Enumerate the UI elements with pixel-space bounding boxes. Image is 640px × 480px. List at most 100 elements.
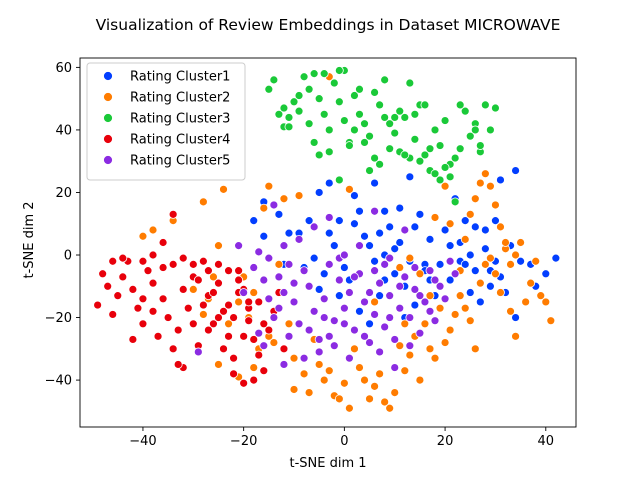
data-point-cluster5-1 — [234, 241, 244, 251]
data-point-cluster5-40 — [445, 256, 455, 266]
y-tick-label-2: 0 — [64, 249, 72, 264]
data-point-cluster2-68 — [536, 291, 546, 301]
data-point-cluster3-9 — [309, 69, 319, 79]
data-point-cluster2-49 — [440, 338, 450, 347]
legend-label-4: Rating Cluster4 — [130, 133, 230, 148]
data-point-cluster3-45 — [491, 103, 500, 113]
data-point-cluster5-33 — [410, 285, 420, 294]
data-point-cluster2-70 — [546, 316, 556, 326]
data-point-cluster3-38 — [455, 144, 465, 154]
data-point-cluster3-22 — [375, 100, 385, 110]
x-axis: −40 −20 0 20 40 — [129, 427, 554, 449]
data-point-cluster5-51 — [390, 363, 400, 372]
data-point-cluster5-65 — [279, 241, 289, 251]
data-point-cluster1-67 — [370, 178, 379, 188]
data-point-cluster2-88 — [405, 253, 415, 263]
data-point-cluster5-68 — [324, 213, 334, 222]
legend-label-1: Rating Cluster1 — [130, 70, 230, 85]
data-point-cluster5-18 — [334, 275, 344, 285]
data-point-cluster2-59 — [491, 269, 500, 279]
data-point-cluster3-55 — [420, 100, 430, 110]
data-point-cluster2-63 — [511, 331, 520, 341]
data-point-cluster5-19 — [339, 303, 349, 313]
data-point-cluster4-56 — [173, 360, 183, 369]
data-point-cluster3-17 — [350, 91, 359, 100]
data-point-cluster1-80 — [355, 306, 364, 316]
data-point-cluster5-43 — [264, 253, 274, 263]
data-point-cluster2-35 — [370, 381, 379, 391]
data-point-cluster5-8 — [284, 331, 294, 341]
data-point-cluster4-25 — [219, 306, 228, 316]
data-point-cluster5-70 — [355, 241, 364, 251]
data-point-cluster3-76 — [455, 100, 465, 110]
data-point-cluster5-69 — [339, 250, 349, 260]
data-point-cluster2-39 — [390, 388, 400, 398]
data-point-cluster2-101 — [370, 297, 379, 307]
data-point-cluster3-54 — [405, 78, 415, 88]
data-point-cluster5-73 — [400, 225, 410, 235]
data-point-cluster3-29 — [410, 134, 420, 144]
data-point-cluster2-83 — [506, 259, 515, 269]
data-point-cluster4-42 — [168, 344, 178, 354]
data-point-cluster1-10 — [324, 228, 334, 238]
data-point-cluster2-56 — [475, 278, 485, 288]
data-point-cluster1-78 — [511, 313, 520, 322]
data-point-cluster4-16 — [173, 325, 183, 335]
data-point-cluster3-69 — [304, 119, 314, 129]
data-point-cluster3-70 — [314, 150, 324, 160]
legend-label-5: Rating Cluster5 — [130, 154, 230, 169]
data-point-cluster2-80 — [491, 200, 500, 210]
data-point-cluster3-67 — [425, 144, 435, 154]
x-tick-label-1: −20 — [230, 434, 257, 449]
legend-marker-3 — [103, 113, 113, 123]
data-point-cluster2-29 — [339, 378, 349, 388]
data-point-cluster1-3 — [284, 228, 294, 238]
data-point-cluster5-48 — [345, 353, 354, 363]
data-point-cluster4-30 — [244, 316, 254, 326]
data-point-cluster2-19 — [289, 353, 299, 363]
data-point-cluster1-25 — [385, 222, 395, 232]
data-point-cluster3-57 — [445, 172, 455, 182]
data-point-cluster5-78 — [370, 266, 379, 276]
data-point-cluster2-78 — [480, 169, 490, 179]
data-point-cluster5-46 — [314, 347, 324, 357]
data-point-cluster1-27 — [395, 203, 405, 213]
data-point-cluster2-57 — [480, 259, 490, 269]
data-point-cluster1-51 — [480, 244, 490, 254]
data-point-cluster5-67 — [309, 222, 319, 232]
plot-frame — [79, 57, 577, 428]
data-point-cluster3-7 — [299, 72, 309, 82]
data-point-cluster2-42 — [405, 350, 415, 360]
data-point-cluster3-15 — [339, 116, 349, 125]
data-point-cluster1-59 — [516, 256, 526, 266]
data-point-cluster2-47 — [430, 353, 440, 363]
data-point-cluster2-52 — [455, 291, 465, 301]
data-point-cluster5-2 — [254, 247, 264, 257]
data-point-cluster3-1 — [269, 75, 279, 85]
data-point-cluster5-11 — [299, 266, 309, 276]
data-point-cluster1-39 — [440, 225, 450, 235]
data-point-cluster2-38 — [385, 403, 395, 413]
data-point-cluster4-17 — [178, 285, 188, 294]
data-point-cluster3-68 — [430, 169, 440, 179]
data-point-cluster2-76 — [470, 194, 480, 204]
data-point-cluster4-32 — [254, 350, 264, 360]
legend-marker-4 — [103, 134, 113, 144]
data-point-cluster3-40 — [465, 131, 475, 141]
data-point-cluster5-36 — [425, 266, 435, 276]
data-point-cluster4-34 — [264, 325, 274, 335]
data-point-cluster4-52 — [118, 253, 128, 263]
y-axis: −40 −20 0 20 40 60 — [45, 61, 80, 389]
data-point-cluster1-70 — [410, 300, 420, 310]
data-point-cluster4-59 — [214, 259, 223, 269]
data-point-cluster5-31 — [400, 272, 410, 282]
data-point-cluster4-57 — [193, 275, 203, 285]
data-point-cluster3-75 — [440, 163, 450, 172]
data-point-cluster1-26 — [390, 269, 400, 279]
data-point-cluster5-39 — [440, 294, 450, 304]
data-point-cluster4-53 — [108, 256, 118, 266]
data-point-cluster2-25 — [319, 375, 329, 385]
data-point-cluster3-49 — [334, 175, 344, 185]
data-point-cluster5-41 — [450, 269, 460, 279]
data-point-cluster3-25 — [390, 128, 400, 138]
